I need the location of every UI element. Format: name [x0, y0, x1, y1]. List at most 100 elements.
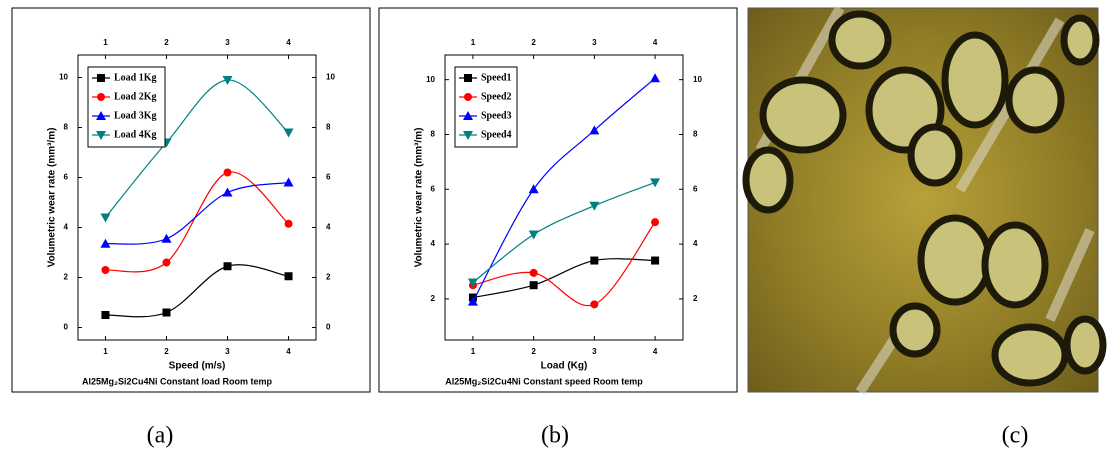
panel-label: (a) — [147, 423, 174, 449]
y-tick-label: 6 — [64, 173, 69, 182]
x-tick-label-top: 3 — [225, 38, 230, 47]
x-tick-label-top: 4 — [653, 38, 658, 47]
marker — [162, 308, 171, 317]
marker — [463, 111, 473, 120]
x-tick-label: 1 — [471, 347, 476, 356]
legend-label: Speed1 — [481, 72, 512, 83]
series-line — [105, 171, 289, 273]
x-tick-label: 4 — [653, 347, 658, 356]
x-tick-label-top: 2 — [164, 38, 169, 47]
marker — [590, 300, 599, 309]
marker — [96, 131, 106, 140]
x-tick-label: 1 — [103, 347, 108, 356]
y-tick-label-right: 6 — [326, 173, 331, 182]
marker — [100, 238, 111, 248]
marker — [589, 201, 600, 211]
y-tick-label-right: 10 — [693, 75, 702, 84]
y-tick-label: 4 — [64, 223, 69, 232]
y-tick-label: 6 — [431, 184, 436, 193]
marker — [223, 262, 232, 271]
panel-border — [11, 7, 371, 393]
y-tick-label: 2 — [431, 294, 436, 303]
y-tick-label-right: 0 — [326, 323, 331, 332]
panel-border — [378, 7, 738, 393]
y-tick-label-right: 2 — [693, 294, 698, 303]
marker — [464, 74, 472, 82]
legend-label: Speed4 — [481, 129, 512, 140]
marker — [651, 218, 660, 227]
x-tick-label: 3 — [225, 347, 230, 356]
marker — [100, 213, 111, 223]
marker — [96, 111, 106, 120]
y-tick-label: 8 — [431, 130, 436, 139]
marker — [650, 178, 661, 188]
marker — [101, 266, 110, 274]
x-tick-label: 2 — [164, 347, 169, 356]
legend-label: Speed3 — [481, 110, 512, 121]
x-tick-label: 3 — [592, 347, 597, 356]
marker — [590, 256, 599, 265]
marker — [284, 219, 293, 228]
y-tick-label-right: 8 — [326, 123, 331, 132]
series-line — [472, 77, 656, 302]
legend-label: Load 2Kg — [114, 91, 157, 102]
x-tick-label: 4 — [286, 347, 291, 356]
series-line — [472, 221, 656, 307]
y-tick-label-right: 6 — [693, 184, 698, 193]
panel-label: (c) — [1002, 423, 1029, 449]
marker — [651, 256, 660, 265]
marker — [222, 187, 233, 197]
legend-label: Speed2 — [481, 91, 512, 102]
x-tick-label-top: 1 — [103, 38, 108, 47]
legend-label: Load 3Kg — [114, 110, 157, 121]
marker — [529, 281, 538, 290]
y-tick-label-right: 4 — [693, 239, 698, 248]
marker — [589, 125, 600, 135]
y-tick-label: 10 — [59, 73, 68, 82]
marker — [101, 311, 110, 319]
marker — [161, 233, 172, 243]
x-tick-label-top: 4 — [286, 38, 291, 47]
series-line — [105, 181, 289, 245]
series-line — [472, 181, 656, 283]
marker — [464, 93, 472, 101]
x-axis-label: Load (Kg) — [541, 361, 588, 372]
x-tick-label-top: 3 — [592, 38, 597, 47]
y-tick-label: 4 — [431, 239, 436, 248]
y-tick-label-right: 4 — [326, 223, 331, 232]
y-tick-label: 2 — [64, 273, 69, 282]
y-tick-label: 10 — [426, 75, 435, 84]
x-tick-label: 2 — [531, 347, 536, 356]
x-tick-label-top: 1 — [471, 38, 476, 47]
marker — [650, 73, 661, 83]
y-tick-label-right: 10 — [326, 73, 335, 82]
marker — [463, 131, 473, 140]
micrograph — [742, 5, 1107, 395]
y-axis-label: Volumetric wear rate (mm³/m) — [414, 128, 425, 268]
y-tick-label: 8 — [64, 123, 69, 132]
marker — [283, 177, 294, 187]
marker — [97, 74, 105, 82]
x-tick-label-top: 2 — [531, 38, 536, 47]
marker — [529, 268, 538, 277]
marker — [528, 230, 539, 240]
marker — [223, 168, 232, 177]
series-line — [105, 264, 289, 318]
series-line — [472, 258, 656, 299]
y-tick-label: 0 — [64, 323, 69, 332]
plot-frame — [444, 54, 684, 341]
legend-label: Load 4Kg — [114, 129, 157, 140]
y-tick-label-right: 2 — [326, 273, 331, 282]
chart-title: Al25Mg₂Si2Cu4Ni Constant speed Room temp — [445, 376, 643, 386]
marker — [97, 93, 105, 101]
x-axis-label: Speed (m/s) — [169, 361, 226, 372]
panel-label: (b) — [541, 423, 569, 449]
chart-title: Al25Mg₂Si2Cu4Ni Constant load Room temp — [82, 376, 273, 386]
marker — [283, 128, 294, 138]
marker — [162, 258, 171, 267]
marker — [467, 296, 478, 306]
marker — [284, 272, 293, 281]
plot-frame — [77, 54, 317, 341]
series-line — [104, 79, 289, 218]
